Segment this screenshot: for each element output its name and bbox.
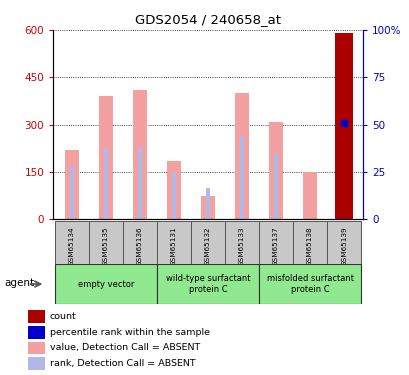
Bar — [206, 188, 209, 219]
Bar — [99, 96, 113, 219]
Title: GDS2054 / 240658_at: GDS2054 / 240658_at — [135, 13, 281, 26]
Bar — [240, 136, 243, 219]
Text: GSM65131: GSM65131 — [171, 226, 177, 266]
Bar — [292, 221, 326, 264]
Text: GSM65137: GSM65137 — [272, 226, 279, 266]
Bar — [28, 326, 45, 339]
Bar — [172, 172, 175, 219]
Text: empty vector: empty vector — [78, 280, 134, 289]
Text: GSM65139: GSM65139 — [340, 226, 346, 266]
Text: wild-type surfactant
protein C: wild-type surfactant protein C — [165, 274, 250, 294]
Bar — [28, 310, 45, 323]
Bar — [302, 172, 317, 219]
Bar — [268, 122, 283, 219]
Bar — [138, 147, 142, 219]
Bar — [89, 221, 123, 264]
Bar — [166, 161, 181, 219]
Text: agent: agent — [4, 278, 34, 288]
Bar — [258, 264, 360, 304]
Bar — [334, 33, 353, 219]
Bar — [200, 196, 215, 219]
Bar — [225, 221, 258, 264]
Text: GSM65132: GSM65132 — [204, 226, 211, 266]
Text: percentile rank within the sample: percentile rank within the sample — [49, 328, 209, 337]
Bar — [55, 264, 157, 304]
Text: GSM65133: GSM65133 — [238, 226, 245, 266]
Bar — [234, 93, 249, 219]
Text: GSM65134: GSM65134 — [69, 226, 75, 266]
Text: value, Detection Call = ABSENT: value, Detection Call = ABSENT — [49, 344, 200, 352]
Bar — [133, 90, 147, 219]
Text: GSM65135: GSM65135 — [103, 226, 109, 266]
Bar — [274, 153, 277, 219]
Bar — [28, 342, 45, 354]
Bar — [28, 357, 45, 370]
Text: GSM65136: GSM65136 — [137, 226, 143, 266]
Bar — [70, 166, 74, 219]
Bar — [65, 150, 79, 219]
Bar — [258, 221, 292, 264]
Text: count: count — [49, 312, 76, 321]
Bar — [55, 221, 89, 264]
Bar — [123, 221, 157, 264]
Bar — [326, 221, 360, 264]
Text: misfolded surfactant
protein C: misfolded surfactant protein C — [266, 274, 353, 294]
Bar — [191, 221, 225, 264]
Text: GSM65138: GSM65138 — [306, 226, 312, 266]
Bar — [157, 221, 191, 264]
Bar — [157, 264, 258, 304]
Text: rank, Detection Call = ABSENT: rank, Detection Call = ABSENT — [49, 359, 195, 368]
Bar — [104, 148, 108, 219]
